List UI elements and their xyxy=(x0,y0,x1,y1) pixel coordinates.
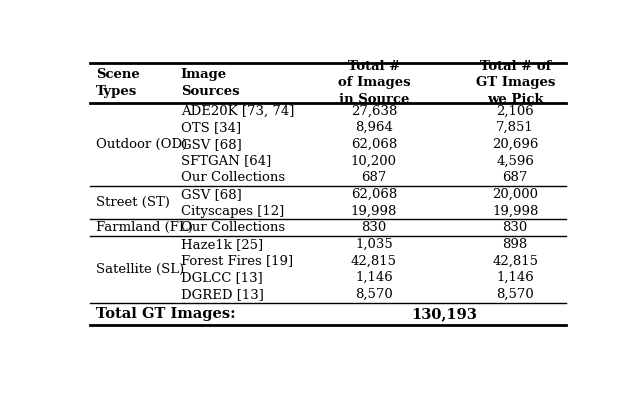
Text: 10,200: 10,200 xyxy=(351,155,397,168)
Text: Total GT Images:: Total GT Images: xyxy=(96,307,236,321)
Text: DGRED [13]: DGRED [13] xyxy=(180,288,264,301)
Text: 19,998: 19,998 xyxy=(351,205,397,218)
Text: OTS [34]: OTS [34] xyxy=(180,121,241,134)
Text: 4,596: 4,596 xyxy=(496,155,534,168)
Text: 62,068: 62,068 xyxy=(351,138,397,151)
Text: Total # of
GT Images
we Pick: Total # of GT Images we Pick xyxy=(476,60,555,106)
Text: Total #
of Images
in Source: Total # of Images in Source xyxy=(337,60,410,106)
Text: 8,964: 8,964 xyxy=(355,121,393,134)
Text: 1,146: 1,146 xyxy=(355,271,393,284)
Text: 8,570: 8,570 xyxy=(497,288,534,301)
Text: 62,068: 62,068 xyxy=(351,188,397,201)
Text: Our Collections: Our Collections xyxy=(180,221,285,234)
Text: 20,696: 20,696 xyxy=(492,138,538,151)
Text: Scene
Types: Scene Types xyxy=(96,68,140,97)
Text: Our Collections: Our Collections xyxy=(180,171,285,184)
Text: 898: 898 xyxy=(502,238,528,251)
Text: 130,193: 130,193 xyxy=(412,307,477,321)
Text: Cityscapes [12]: Cityscapes [12] xyxy=(180,205,284,218)
Text: 42,815: 42,815 xyxy=(492,255,538,267)
Text: 8,570: 8,570 xyxy=(355,288,393,301)
Text: 687: 687 xyxy=(361,171,387,184)
Text: Image
Sources: Image Sources xyxy=(180,68,239,97)
Text: 830: 830 xyxy=(502,221,528,234)
Text: 42,815: 42,815 xyxy=(351,255,397,267)
Text: 27,638: 27,638 xyxy=(351,104,397,118)
Text: Farmland (FL): Farmland (FL) xyxy=(96,221,193,234)
Text: DGLCC [13]: DGLCC [13] xyxy=(180,271,262,284)
Text: Street (ST): Street (ST) xyxy=(96,196,170,209)
Text: 7,851: 7,851 xyxy=(497,121,534,134)
Text: GSV [68]: GSV [68] xyxy=(180,188,241,201)
Text: 19,998: 19,998 xyxy=(492,205,538,218)
Text: ADE20K [73, 74]: ADE20K [73, 74] xyxy=(180,104,294,118)
Text: GSV [68]: GSV [68] xyxy=(180,138,241,151)
Text: Satellite (SL): Satellite (SL) xyxy=(96,263,184,276)
Text: Haze1k [25]: Haze1k [25] xyxy=(180,238,263,251)
Text: 830: 830 xyxy=(361,221,387,234)
Text: 2,106: 2,106 xyxy=(497,104,534,118)
Text: 1,146: 1,146 xyxy=(497,271,534,284)
Text: Outdoor (OD): Outdoor (OD) xyxy=(96,138,187,151)
Text: Forest Fires [19]: Forest Fires [19] xyxy=(180,255,293,267)
Text: 1,035: 1,035 xyxy=(355,238,393,251)
Text: 20,000: 20,000 xyxy=(492,188,538,201)
Text: 687: 687 xyxy=(502,171,528,184)
Text: SFTGAN [64]: SFTGAN [64] xyxy=(180,155,271,168)
